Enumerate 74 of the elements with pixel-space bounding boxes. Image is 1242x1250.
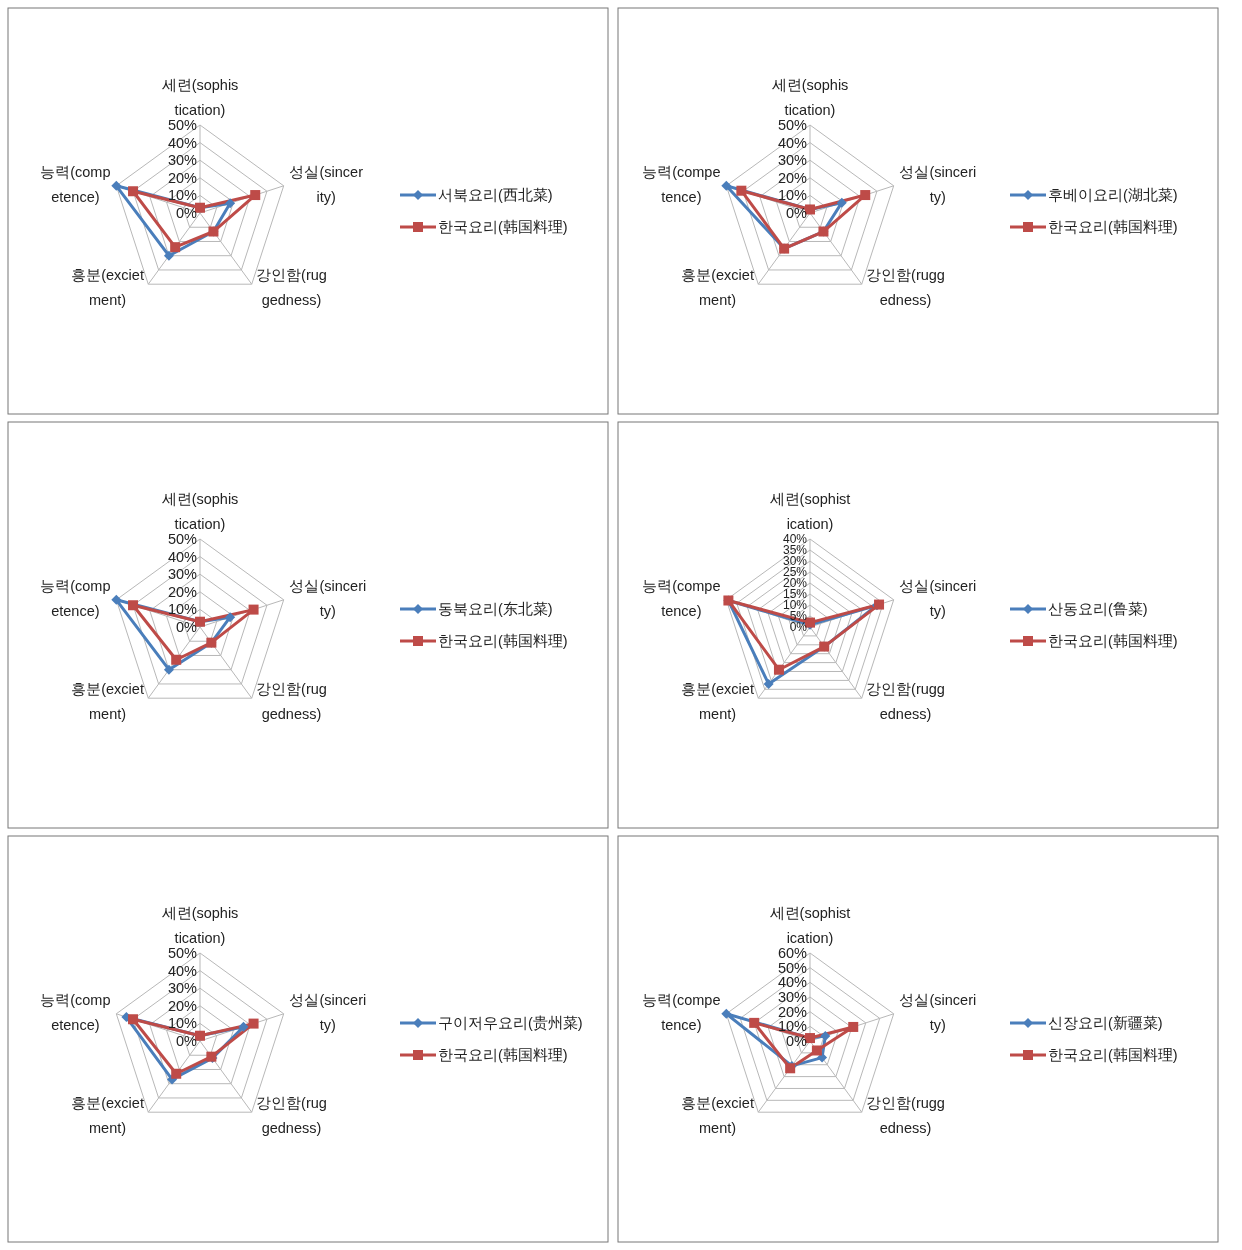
legend-label: 동북요리(东北菜) [438,601,553,617]
y-tick-label: 0% [789,620,808,635]
spoke-label: 강인함(rug gedness) [256,1094,327,1136]
spoke-label: 흥분(exciet ment) [681,266,754,308]
y-tick-label: 60% [777,945,808,962]
spoke-label: 성실(sincer ity) [289,164,364,206]
spoke-label: 성실(sinceri ty) [289,992,367,1034]
y-tick-label: 0% [786,1033,808,1050]
y-tick-label: 10% [777,187,808,204]
spoke-label: 세련(sophist ication) [769,491,851,532]
spoke-label: 능력(compe tence) [642,164,721,206]
spoke-label: 흥분(exciet ment) [71,680,144,722]
y-tick-label: 30% [777,152,808,169]
y-tick-label: 0% [786,205,808,222]
spoke-label: 강인함(rugg edness) [866,1094,945,1136]
legend-label: 서북요리(西北菜) [438,187,553,203]
legend-label: 한국요리(韩国料理) [438,633,568,649]
spoke-label: 능력(comp etence) [40,578,111,620]
y-tick-label: 50% [777,117,808,134]
y-tick-label: 40% [777,974,808,991]
legend-label: 구이저우요리(贵州菜) [438,1015,583,1031]
spoke-label: 성실(sinceri ty) [899,578,977,620]
y-tick-label: 10% [167,601,198,618]
spoke-label: 성실(sinceri ty) [289,578,367,620]
y-tick-label: 30% [777,989,808,1006]
y-tick-label: 40% [777,134,808,151]
legend-label: 산동요리(鲁菜) [1048,601,1148,617]
y-tick-label: 20% [167,997,198,1014]
y-tick-label: 40% [167,134,198,151]
spoke-label: 능력(compe tence) [642,578,721,620]
y-tick-label: 10% [167,187,198,204]
y-tick-label: 10% [167,1015,198,1032]
y-tick-label: 50% [777,959,808,976]
legend-label: 한국요리(韩国料理) [1048,633,1178,649]
y-tick-label: 0% [176,619,198,636]
spoke-label: 능력(compe tence) [642,992,721,1034]
y-tick-label: 50% [167,531,198,548]
y-tick-label: 0% [176,1033,198,1050]
y-tick-label: 20% [777,169,808,186]
spoke-label: 능력(comp etence) [40,992,111,1034]
y-tick-label: 10% [777,1018,808,1035]
y-tick-label: 40% [167,548,198,565]
legend-label: 한국요리(韩国料理) [438,1047,568,1063]
legend-label: 한국요리(韩国料理) [438,219,568,235]
y-tick-label: 20% [777,1003,808,1020]
y-tick-label: 50% [167,945,198,962]
spoke-label: 흥분(exciet ment) [71,1094,144,1136]
y-tick-label: 40% [167,962,198,979]
y-tick-label: 20% [167,169,198,186]
spoke-label: 성실(sinceri ty) [899,992,977,1034]
spoke-label: 성실(sinceri ty) [899,164,977,206]
legend-label: 후베이요리(湖北菜) [1048,187,1178,203]
y-tick-label: 30% [167,980,198,997]
spoke-label: 강인함(rugg edness) [866,266,945,308]
legend-label: 한국요리(韩国料理) [1048,1047,1178,1063]
legend-label: 신장요리(新疆菜) [1048,1015,1163,1031]
spoke-label: 흥분(exciet ment) [681,680,754,722]
y-tick-label: 30% [167,152,198,169]
spoke-label: 세련(sophis tication) [771,77,849,118]
spoke-label: 강인함(rugg edness) [866,680,945,722]
y-tick-label: 20% [167,583,198,600]
spoke-label: 흥분(exciet ment) [71,266,144,308]
spoke-label: 세련(sophis tication) [161,491,239,532]
y-tick-label: 50% [167,117,198,134]
spoke-label: 능력(comp etence) [40,164,111,206]
legend-label: 한국요리(韩国料理) [1048,219,1178,235]
spoke-label: 세련(sophist ication) [769,905,851,946]
spoke-label: 세련(sophis tication) [161,905,239,946]
y-tick-label: 0% [176,205,198,222]
spoke-label: 강인함(rug gedness) [256,680,327,722]
spoke-label: 강인함(rug gedness) [256,266,327,308]
spoke-label: 흥분(exciet ment) [681,1094,754,1136]
spoke-label: 세련(sophis tication) [161,77,239,118]
y-tick-label: 30% [167,566,198,583]
